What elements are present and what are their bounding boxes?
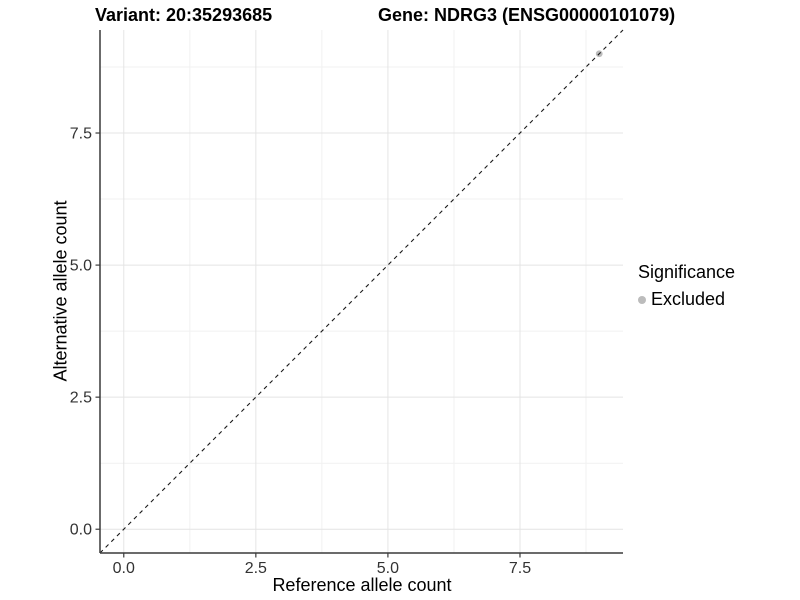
legend-title: Significance [638, 262, 736, 282]
plot-title-variant: Variant: 20:35293685 [95, 5, 273, 25]
identity-line [99, 29, 624, 554]
legend-entry-excluded: Excluded [638, 289, 735, 310]
y-tick-label: 0.0 [70, 522, 92, 539]
legend: Significance Excluded [638, 262, 735, 310]
x-tick-label: 2.5 [245, 560, 267, 577]
x-tick-label: 5.0 [377, 560, 399, 577]
legend-point-icon [638, 295, 646, 304]
x-tick-label: 7.5 [509, 560, 531, 577]
y-tick-label: 5.0 [70, 258, 92, 275]
y-axis-title: Alternative allele count [50, 200, 71, 382]
x-axis-title: Reference allele count [272, 575, 452, 595]
x-tick-label: 0.0 [113, 560, 135, 577]
legend-entry-label: Excluded [651, 289, 726, 309]
y-tick-label: 2.5 [70, 390, 92, 407]
plot-title-gene: Gene: NDRG3 (ENSG00000101079) [378, 5, 676, 25]
y-tick-label: 7.5 [70, 126, 92, 143]
